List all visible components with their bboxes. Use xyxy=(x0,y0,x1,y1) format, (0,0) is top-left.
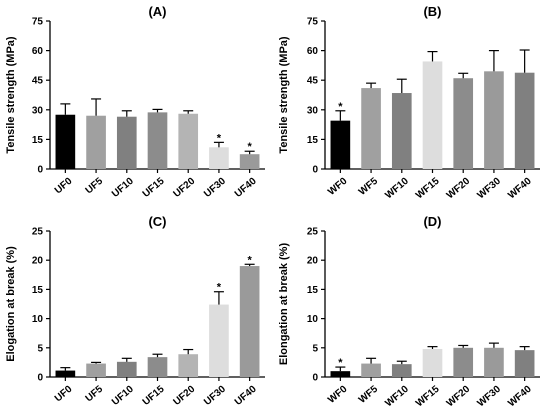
bar xyxy=(239,266,260,377)
bar xyxy=(55,370,76,377)
x-tick-label: UF10 xyxy=(110,383,136,407)
y-tick-label: 0 xyxy=(37,373,43,384)
bar xyxy=(422,348,443,377)
significance-marker: * xyxy=(248,254,253,266)
x-tick-label: WF15 xyxy=(414,175,442,201)
bar xyxy=(209,304,229,377)
significance-marker: * xyxy=(338,101,343,113)
y-tick-label: 5 xyxy=(37,343,43,354)
y-tick-label: 15 xyxy=(32,285,44,296)
bar xyxy=(209,147,229,169)
panel-title: (A) xyxy=(148,4,166,19)
y-tick-label: 75 xyxy=(32,17,44,28)
bar xyxy=(86,363,106,377)
bar xyxy=(391,93,412,169)
panel-title: (B) xyxy=(423,4,441,19)
bar xyxy=(361,88,381,169)
x-tick-label: UF5 xyxy=(84,384,106,405)
bar xyxy=(484,347,504,377)
y-tick-label: 25 xyxy=(307,227,319,238)
bar xyxy=(116,116,137,169)
bar xyxy=(55,114,76,169)
bar xyxy=(116,361,137,377)
y-tick-label: 75 xyxy=(307,17,319,28)
bar xyxy=(514,72,535,169)
significance-marker: * xyxy=(217,132,222,144)
x-tick-label: UF20 xyxy=(171,175,197,199)
y-tick-label: 30 xyxy=(32,105,44,116)
y-tick-label: 15 xyxy=(307,285,319,296)
x-tick-label: UF0 xyxy=(53,176,75,197)
significance-marker: * xyxy=(217,282,222,294)
y-tick-label: 15 xyxy=(307,135,319,146)
y-axis-label: Elogation at break (%) xyxy=(5,246,17,362)
bar xyxy=(147,112,168,169)
x-tick-label: UF40 xyxy=(233,175,259,199)
bar xyxy=(361,363,381,377)
y-axis-label: Tensile strength (MPa) xyxy=(5,36,17,153)
y-tick-label: 0 xyxy=(312,165,318,176)
y-tick-label: 60 xyxy=(32,46,44,57)
bar xyxy=(514,350,535,377)
y-tick-label: 20 xyxy=(32,256,44,267)
significance-marker: * xyxy=(248,141,253,153)
x-tick-label: WF5 xyxy=(357,383,381,405)
y-tick-label: 25 xyxy=(32,227,44,238)
y-tick-label: 10 xyxy=(32,314,44,325)
x-tick-label: WF30 xyxy=(475,383,503,409)
x-tick-label: WF15 xyxy=(414,383,442,409)
x-tick-label: UF15 xyxy=(141,175,167,199)
bar xyxy=(86,115,106,169)
y-tick-label: 0 xyxy=(312,373,318,384)
x-tick-label: UF30 xyxy=(202,175,228,199)
x-tick-label: WF40 xyxy=(506,383,534,409)
bar xyxy=(178,113,199,169)
y-axis-label: Elongation at break (%) xyxy=(278,243,290,366)
x-tick-label: UF30 xyxy=(202,383,228,407)
x-tick-label: WF10 xyxy=(383,175,411,201)
y-tick-label: 15 xyxy=(32,135,44,146)
x-tick-label: UF0 xyxy=(53,384,75,405)
x-tick-label: WF30 xyxy=(475,175,503,201)
bar xyxy=(178,354,199,377)
bar xyxy=(330,120,351,169)
bar xyxy=(147,357,168,377)
x-tick-label: WF20 xyxy=(445,383,473,409)
y-axis-label: Tensile strength (MPa) xyxy=(278,36,290,153)
y-tick-label: 0 xyxy=(37,165,43,176)
x-tick-label: UF10 xyxy=(110,175,136,199)
y-tick-label: 5 xyxy=(312,343,318,354)
panel-title: (D) xyxy=(423,214,441,229)
y-tick-label: 30 xyxy=(307,105,319,116)
y-tick-label: 45 xyxy=(307,76,319,87)
x-tick-label: UF5 xyxy=(84,176,106,197)
y-tick-label: 20 xyxy=(307,256,319,267)
x-tick-label: WF0 xyxy=(326,175,350,197)
x-tick-label: WF20 xyxy=(445,175,473,201)
y-tick-label: 10 xyxy=(307,314,319,325)
x-tick-label: WF40 xyxy=(506,175,534,201)
significance-marker: * xyxy=(338,357,343,369)
panel-title: (C) xyxy=(148,214,166,229)
x-tick-label: WF5 xyxy=(357,175,381,197)
bar xyxy=(484,71,504,169)
bar xyxy=(239,154,260,169)
y-tick-label: 45 xyxy=(32,76,44,87)
x-tick-label: UF40 xyxy=(233,383,259,407)
bar xyxy=(330,371,351,377)
bar xyxy=(453,78,474,169)
x-tick-label: WF10 xyxy=(383,383,411,409)
bar xyxy=(391,364,412,377)
x-tick-label: UF20 xyxy=(171,383,197,407)
x-tick-label: WF0 xyxy=(326,383,350,405)
bar xyxy=(453,347,474,377)
bar xyxy=(422,61,443,169)
x-tick-label: UF15 xyxy=(141,383,167,407)
y-tick-label: 60 xyxy=(307,46,319,57)
